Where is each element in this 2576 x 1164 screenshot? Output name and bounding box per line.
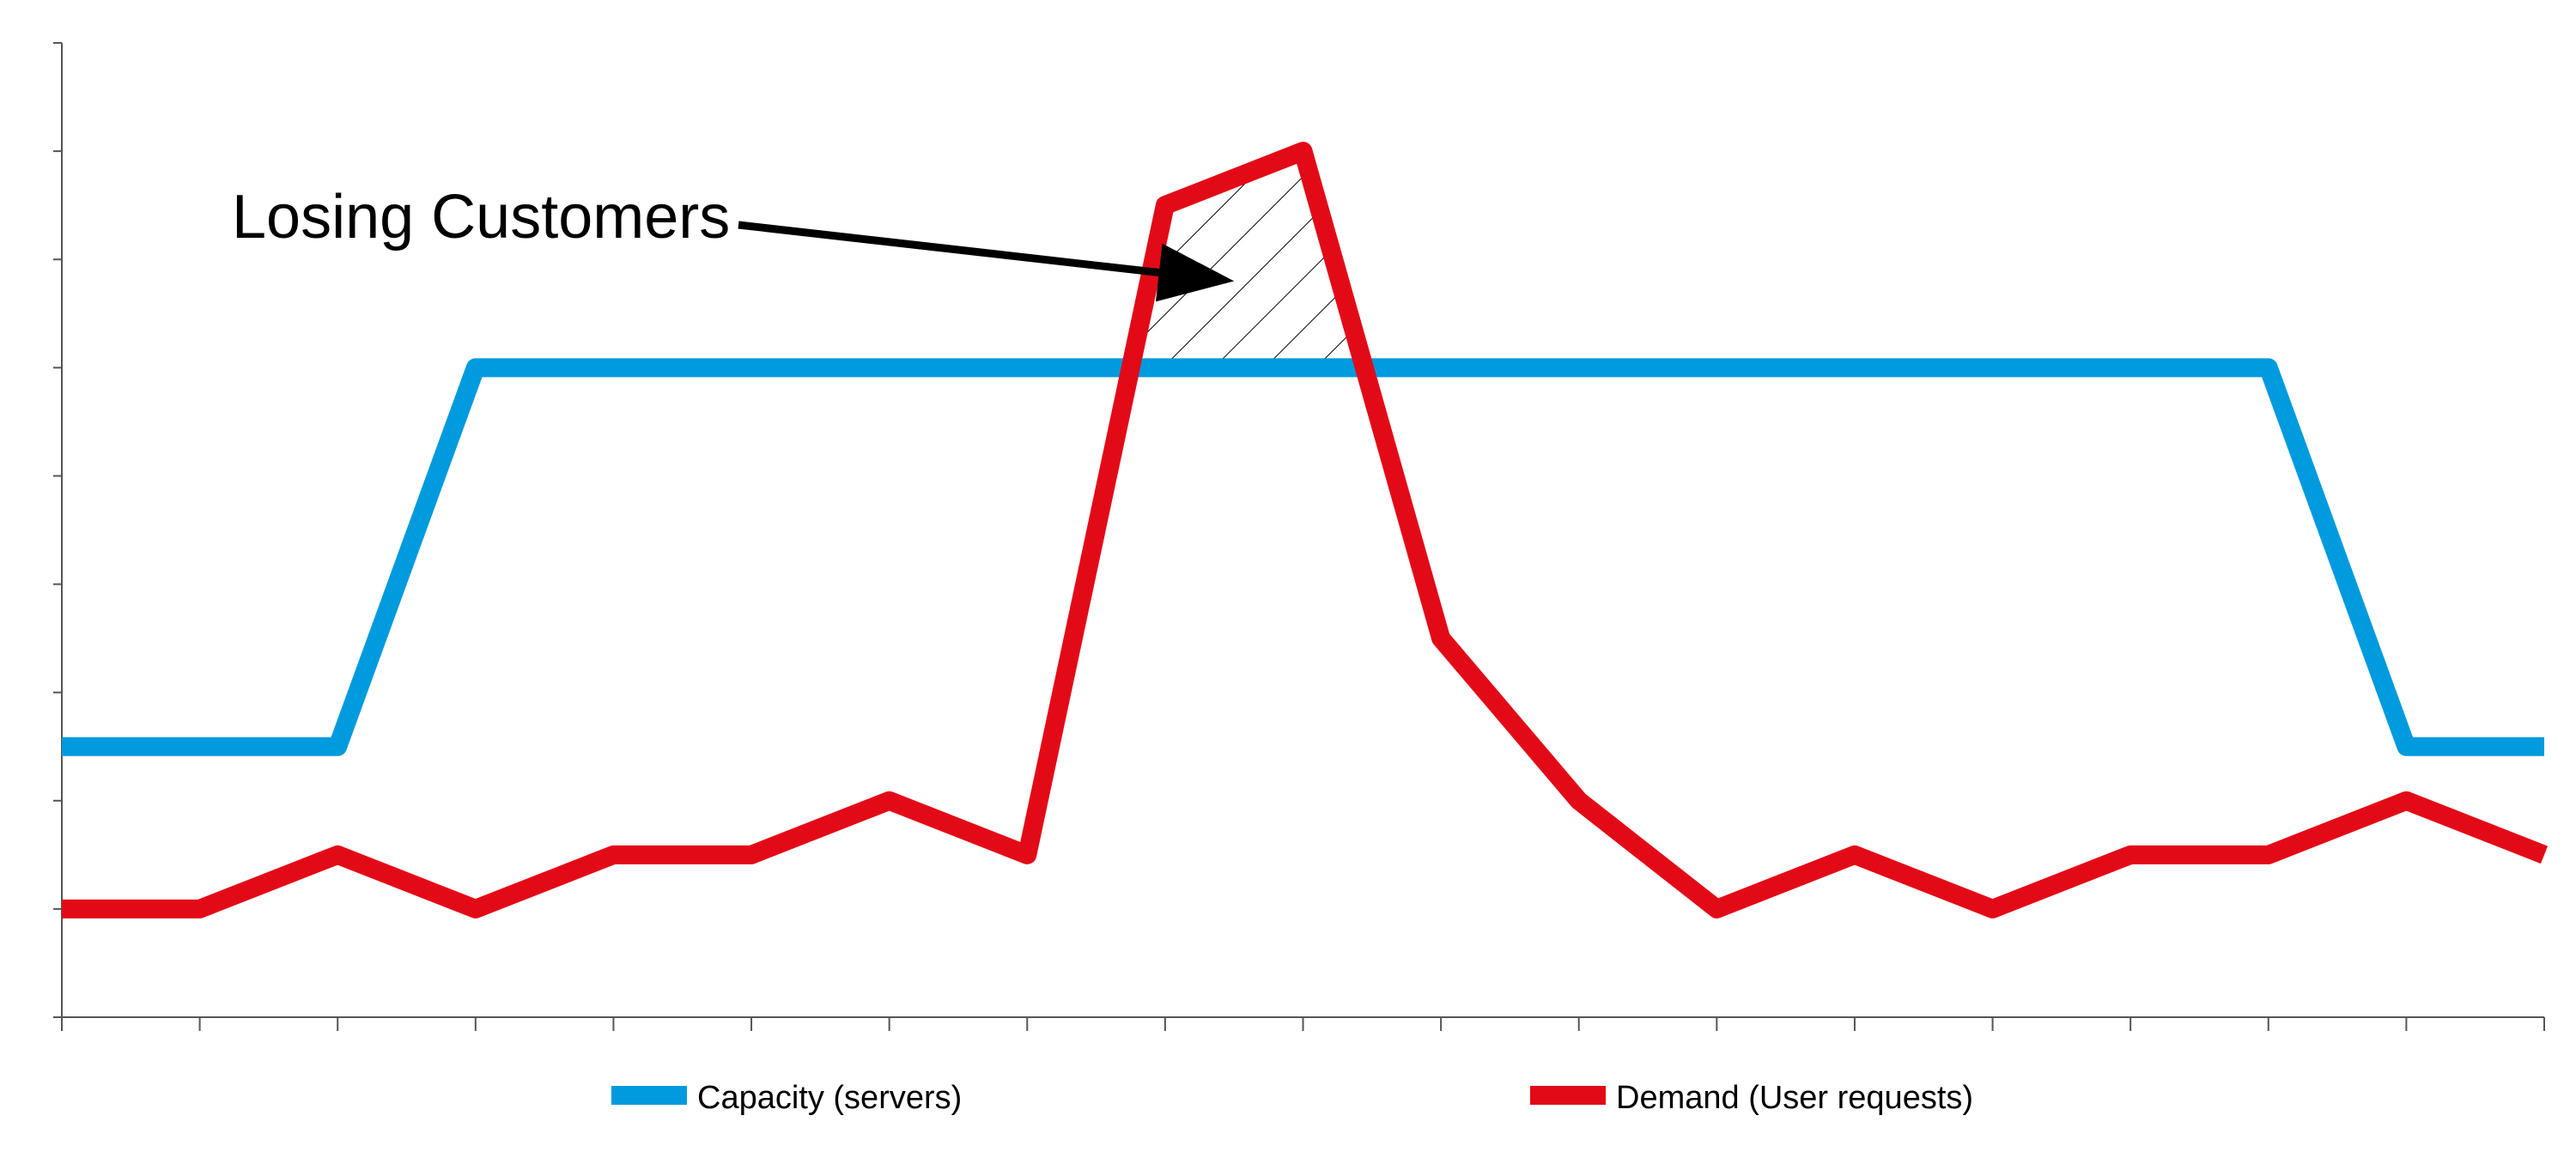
demand-series-line (62, 142, 2549, 918)
capacity-series-line (62, 358, 2544, 756)
legend-swatch (611, 1086, 687, 1105)
legend-label: Capacity (servers) (697, 1080, 962, 1116)
legend-label: Demand (User requests) (1616, 1080, 1973, 1116)
annotation-layer: Losing Customers (232, 183, 1235, 302)
legend-swatch (1530, 1086, 1606, 1105)
series-layer (62, 142, 2549, 918)
annotation-arrow-shaft (738, 221, 1160, 277)
annotation-losing-customers: Losing Customers (232, 183, 730, 252)
annotation-arrow-head (1155, 243, 1235, 302)
legend: Capacity (servers) Demand (User requests) (611, 1080, 1973, 1116)
legend-item-demand: Demand (User requests) (1530, 1080, 1973, 1116)
legend-item-capacity: Capacity (servers) (611, 1080, 962, 1116)
axes (53, 42, 2545, 1031)
